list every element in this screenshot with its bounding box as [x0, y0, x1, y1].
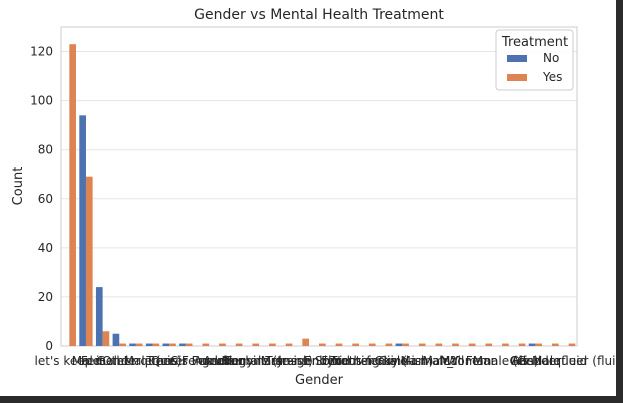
bar-yes — [269, 343, 276, 346]
bar-yes — [302, 338, 310, 346]
y-tick-label: 20 — [38, 290, 53, 304]
legend-label-yes: Yes — [542, 70, 562, 84]
x-tick-label: Genderqueer (fluid) — [510, 354, 616, 368]
x-tick-label: Trans-female — [329, 354, 407, 368]
bar-yes — [368, 343, 376, 346]
x-tick-label: Other — [102, 354, 136, 368]
x-tick-label: Fluid — [321, 354, 350, 368]
bar-yes — [185, 343, 193, 346]
grid-lines — [61, 51, 577, 347]
x-tick-label: Trans Female — [145, 354, 225, 368]
bar-yes — [335, 343, 343, 346]
bar-no — [95, 287, 103, 346]
x-tick-label: Genderfluid — [517, 354, 587, 368]
bar-no — [112, 333, 120, 346]
x-tick-label: Female (trans) — [225, 354, 312, 368]
x-tick-label: Male (cis) — [124, 354, 182, 368]
x-tick-labels: let's keep itMaleFemaleOtherGenderqueerM… — [35, 354, 616, 368]
x-tick-label: Something kinda male? — [315, 354, 457, 368]
y-tick-label: 60 — [38, 192, 53, 206]
x-tick-label: All — [511, 354, 526, 368]
bar-yes — [102, 331, 110, 346]
bar-yes — [85, 176, 93, 346]
x-tick-label: Female — [81, 354, 124, 368]
x-tick-label: Mail — [440, 354, 464, 368]
bar-yes — [285, 343, 293, 346]
legend-label-no: No — [543, 51, 559, 65]
bar-yes — [552, 343, 559, 346]
y-axis-label: Count — [11, 167, 26, 206]
bar-no — [162, 343, 170, 346]
bar-yes — [502, 343, 509, 346]
bar-yes — [485, 343, 493, 346]
x-tick-label: Male — [72, 354, 100, 368]
bar-no — [179, 343, 186, 346]
y-tick-label: 80 — [38, 143, 53, 157]
x-tick-label: Agender — [194, 354, 245, 368]
x-tick-label: Cis Man — [379, 354, 426, 368]
bar-yes — [219, 343, 226, 346]
bar-no — [145, 343, 153, 346]
bar-yes — [319, 343, 326, 346]
bar-yes — [535, 343, 543, 346]
legend-title: Treatment — [501, 35, 568, 50]
bar-yes — [202, 343, 210, 346]
bar-yes — [69, 44, 76, 347]
bar-yes — [152, 343, 160, 346]
bar-yes — [385, 343, 393, 346]
x-tick-label: Cis Male — [510, 354, 560, 368]
legend: Treatment No Yes — [495, 29, 574, 91]
bars-group — [69, 44, 576, 347]
x-tick-label: let's keep it — [35, 354, 105, 368]
bar-yes — [568, 343, 576, 346]
x-tick-label: Woman — [446, 354, 491, 368]
legend-swatch-yes — [507, 74, 527, 81]
bar-yes — [252, 343, 260, 346]
bar-yes — [518, 343, 526, 346]
bar-no — [129, 343, 136, 346]
bar-yes — [402, 343, 409, 346]
y-tick-labels: 0 20 40 60 80 100 120 — [30, 45, 53, 353]
x-axis-label: Gender — [295, 373, 344, 388]
x-tick-label: Man — [473, 354, 498, 368]
bar-yes — [418, 343, 426, 346]
chart-title: Gender vs Mental Health Treatment — [194, 7, 444, 23]
gender-treatment-chart: Gender vs Mental Health Treatment 0 20 40 6… — [11, 7, 616, 388]
bar-yes — [352, 343, 359, 346]
x-tick-label: Nonbinary — [221, 354, 283, 368]
x-tick-label: Male-ish — [261, 354, 311, 368]
bar-yes — [235, 343, 243, 346]
legend-swatch-no — [507, 55, 527, 62]
bar-no — [395, 343, 403, 346]
bar-no — [79, 115, 86, 346]
y-tick-label: 40 — [38, 241, 53, 255]
y-tick-label: 0 — [45, 339, 53, 353]
x-tick-label: Queer — [151, 354, 188, 368]
y-tick-label: 100 — [30, 94, 53, 108]
y-tick-label: 120 — [30, 45, 53, 59]
x-tick-label: Transgender — [264, 354, 339, 368]
x-tick-label: Cis Female — [170, 354, 235, 368]
bar-yes — [468, 343, 476, 346]
x-tick-label: Guy (-ish) ^_^ — [375, 354, 464, 368]
x-tick-label: Androgyne — [203, 354, 268, 368]
x-tick-label: Malr — [423, 354, 449, 368]
x-tick-label: Genderqueer — [96, 354, 175, 368]
chart-frame: Gender vs Mental Health Treatment 0 20 40 6… — [0, 0, 616, 396]
x-tick-label: Female (cis) — [466, 354, 539, 368]
bar-yes — [169, 343, 176, 346]
bar-yes — [119, 343, 126, 346]
bar-yes — [135, 343, 143, 346]
bar-yes — [452, 343, 459, 346]
x-tick-label: Enby — [304, 354, 334, 368]
bar-yes — [435, 343, 443, 346]
bar-no — [528, 343, 536, 346]
x-tick-label: Neuter — [332, 354, 373, 368]
